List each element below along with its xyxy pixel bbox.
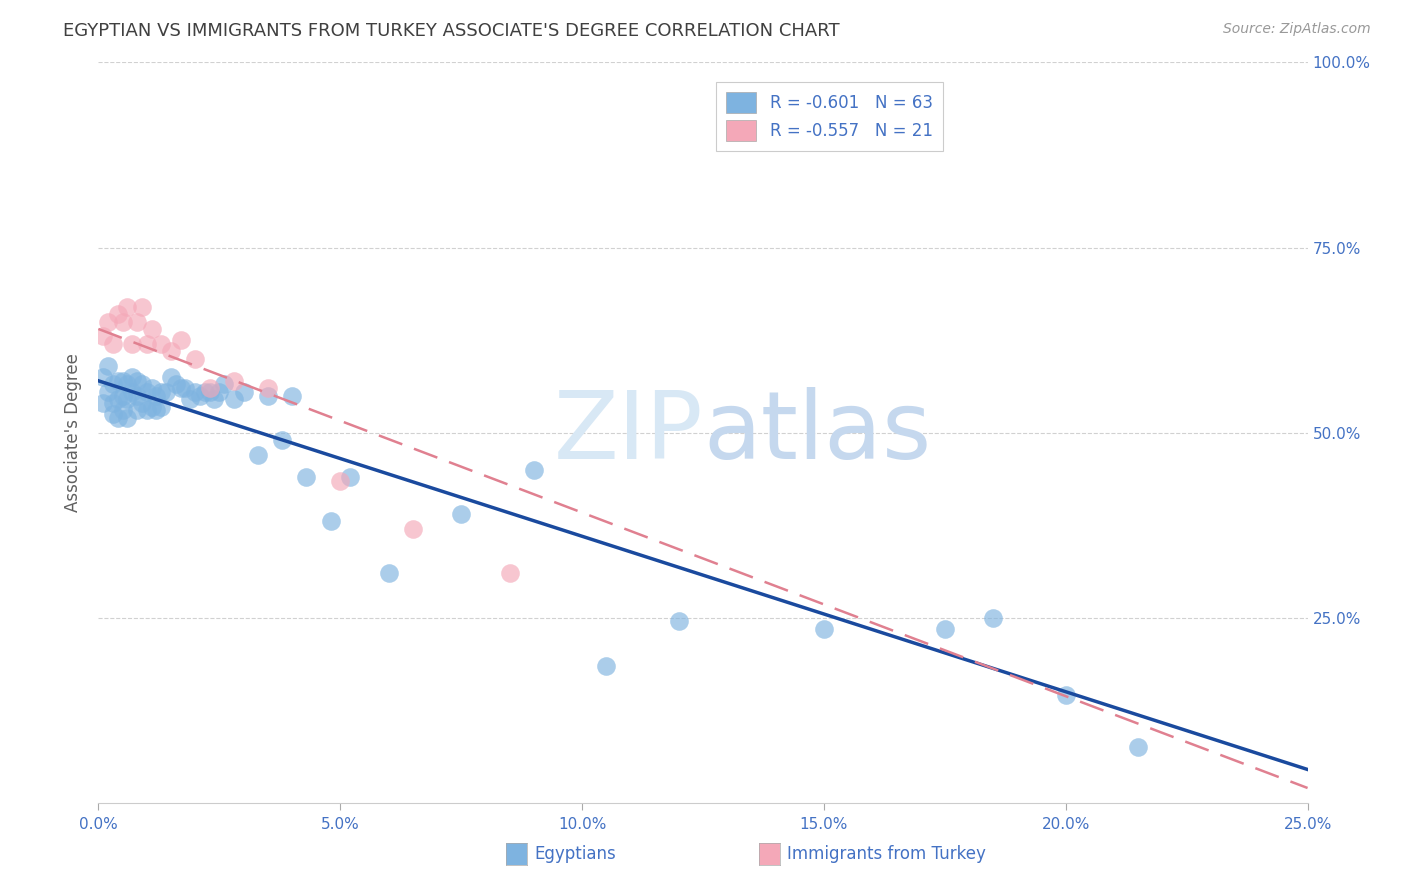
Point — [813, 622, 835, 636]
Point — [184, 351, 207, 366]
Point — [184, 384, 207, 399]
Point — [668, 615, 690, 629]
Point — [121, 384, 143, 399]
Point — [111, 374, 134, 388]
Point — [256, 388, 278, 402]
Point — [198, 384, 221, 399]
Point — [91, 396, 114, 410]
Point — [101, 336, 124, 351]
Point — [135, 403, 157, 417]
Point — [97, 359, 120, 373]
Point — [271, 433, 294, 447]
Point — [179, 392, 201, 407]
Point — [160, 370, 183, 384]
Point — [101, 407, 124, 421]
Point — [141, 381, 163, 395]
Point — [222, 392, 245, 407]
Legend: R = -0.601   N = 63, R = -0.557   N = 21: R = -0.601 N = 63, R = -0.557 N = 21 — [716, 82, 942, 152]
Point — [198, 381, 221, 395]
Point — [981, 610, 1004, 624]
Point — [111, 388, 134, 402]
Point — [523, 462, 546, 476]
Point — [131, 377, 153, 392]
Point — [117, 300, 139, 314]
Point — [127, 388, 149, 402]
Point — [121, 336, 143, 351]
Point — [188, 388, 211, 402]
Point — [111, 314, 134, 328]
Point — [319, 515, 342, 529]
Text: Immigrants from Turkey: Immigrants from Turkey — [787, 845, 986, 863]
Point — [329, 474, 352, 488]
Text: EGYPTIAN VS IMMIGRANTS FROM TURKEY ASSOCIATE'S DEGREE CORRELATION CHART: EGYPTIAN VS IMMIGRANTS FROM TURKEY ASSOC… — [63, 22, 839, 40]
Point — [145, 388, 167, 402]
Point — [208, 384, 231, 399]
Point — [498, 566, 520, 581]
Point — [97, 384, 120, 399]
Point — [194, 384, 217, 399]
Point — [295, 470, 318, 484]
Point — [169, 333, 191, 347]
Point — [212, 377, 235, 392]
Point — [402, 522, 425, 536]
Point — [1128, 740, 1150, 755]
Point — [595, 658, 617, 673]
Point — [107, 410, 129, 425]
Y-axis label: Associate's Degree: Associate's Degree — [65, 353, 83, 512]
Point — [121, 370, 143, 384]
Point — [377, 566, 399, 581]
Text: Egyptians: Egyptians — [534, 845, 616, 863]
Point — [169, 381, 191, 395]
Point — [155, 384, 177, 399]
Point — [127, 314, 149, 328]
Point — [101, 377, 124, 392]
Point — [97, 314, 120, 328]
Point — [174, 381, 197, 395]
Point — [150, 336, 173, 351]
Point — [204, 392, 226, 407]
Text: atlas: atlas — [703, 386, 931, 479]
Point — [165, 377, 187, 392]
Point — [281, 388, 304, 402]
Point — [256, 381, 278, 395]
Text: ZIP: ZIP — [554, 386, 703, 479]
Point — [150, 400, 173, 414]
Point — [141, 400, 163, 414]
Point — [232, 384, 254, 399]
Point — [117, 377, 139, 392]
Point — [127, 403, 149, 417]
Text: Source: ZipAtlas.com: Source: ZipAtlas.com — [1223, 22, 1371, 37]
Point — [117, 392, 139, 407]
Point — [135, 384, 157, 399]
Point — [247, 448, 270, 462]
Point — [222, 374, 245, 388]
Point — [117, 410, 139, 425]
Point — [107, 374, 129, 388]
Point — [150, 384, 173, 399]
Point — [91, 370, 114, 384]
Point — [131, 300, 153, 314]
Point — [450, 507, 472, 521]
Point — [339, 470, 361, 484]
Point — [127, 374, 149, 388]
Point — [107, 392, 129, 407]
Point — [91, 329, 114, 343]
Point — [135, 336, 157, 351]
Point — [107, 307, 129, 321]
Point — [1054, 689, 1077, 703]
Point — [934, 622, 956, 636]
Point — [111, 403, 134, 417]
Point — [160, 344, 183, 359]
Point — [145, 403, 167, 417]
Point — [141, 322, 163, 336]
Point — [101, 396, 124, 410]
Point — [131, 396, 153, 410]
